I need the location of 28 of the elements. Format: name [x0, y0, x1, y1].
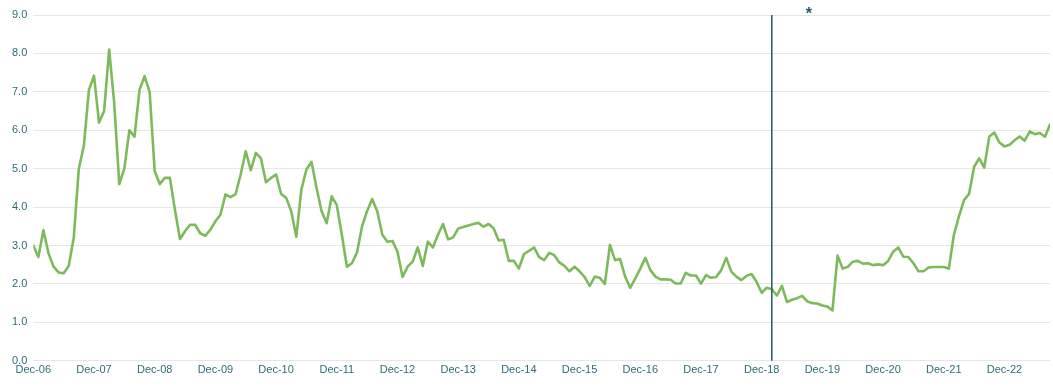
y-tick-label: 0.0 — [11, 353, 28, 366]
x-tick-label: Dec-06 — [15, 363, 52, 376]
x-tick-label: Dec-12 — [379, 363, 416, 376]
y-tick-label: 8.0 — [11, 46, 28, 59]
y-tick-label: 7.0 — [11, 84, 28, 97]
y-tick-label: 6.0 — [11, 123, 28, 136]
x-tick-label: Dec-13 — [440, 363, 476, 376]
y-tick-label: 2.0 — [11, 276, 28, 289]
y-tick-label: 4.0 — [11, 200, 28, 213]
y-tick-label: 3.0 — [11, 238, 28, 251]
x-tick-label: Dec-14 — [501, 363, 537, 376]
x-tick-label: Dec-08 — [136, 363, 173, 376]
x-tick-label: Dec-07 — [76, 363, 112, 376]
x-tick-label: Dec-17 — [683, 363, 719, 376]
x-tick-label: Dec-20 — [865, 363, 901, 376]
x-tick-label: Dec-09 — [197, 363, 234, 376]
x-tick-label: Dec-10 — [258, 363, 294, 376]
y-tick-label: 1.0 — [11, 315, 28, 328]
x-tick-label: Dec-11 — [319, 363, 355, 376]
y-tick-label: 5.0 — [11, 161, 28, 174]
x-tick-label: Dec-21 — [926, 363, 962, 376]
x-tick-label: Dec-16 — [622, 363, 659, 376]
x-tick-label: Dec-15 — [561, 363, 598, 376]
x-tick-label: Dec-22 — [986, 363, 1023, 376]
x-tick-label: Dec-19 — [804, 363, 841, 376]
ref-line-label: * — [805, 5, 813, 23]
y-tick-label: 9.0 — [11, 8, 28, 21]
x-tick-label: Dec-18 — [743, 363, 780, 376]
